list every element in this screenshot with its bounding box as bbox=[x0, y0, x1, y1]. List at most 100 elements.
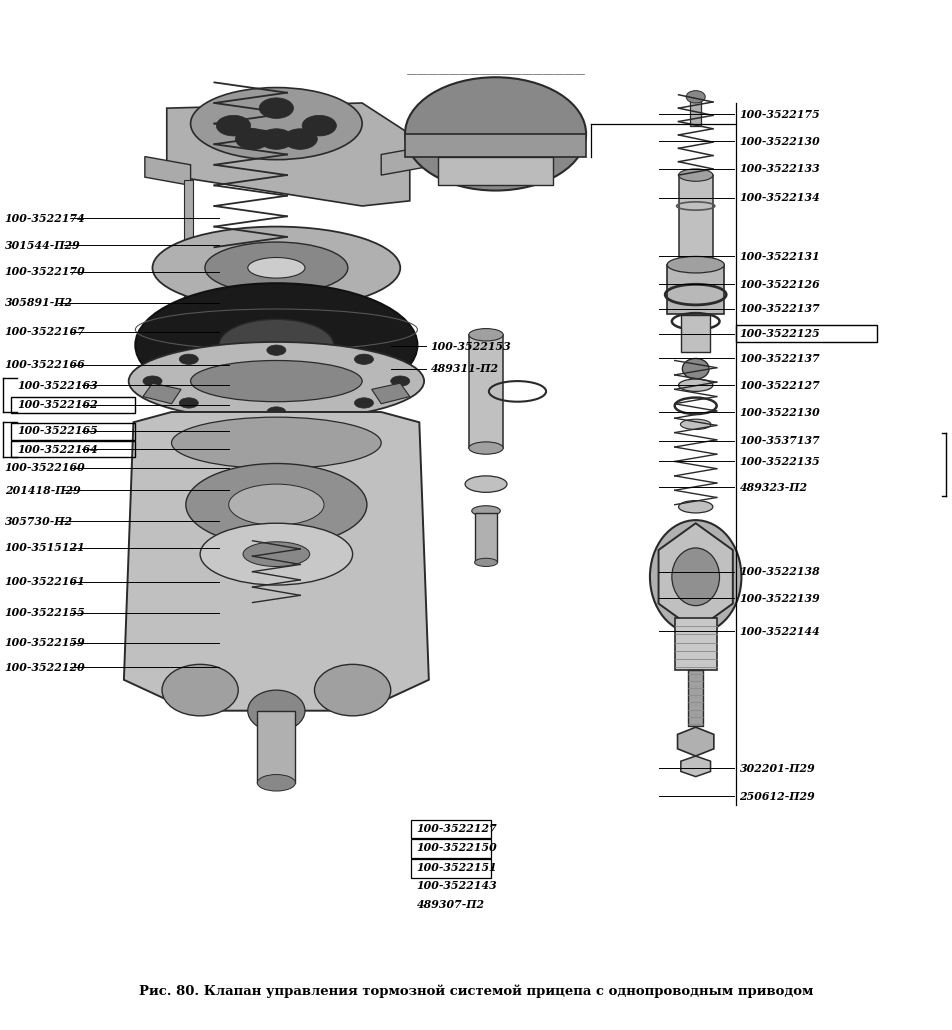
Ellipse shape bbox=[179, 398, 198, 408]
Bar bbox=[184, 180, 193, 263]
Ellipse shape bbox=[205, 242, 347, 294]
Polygon shape bbox=[658, 523, 732, 630]
Ellipse shape bbox=[314, 664, 390, 716]
Bar bbox=[735, 325, 876, 342]
Bar bbox=[689, 97, 701, 126]
Polygon shape bbox=[371, 383, 409, 404]
Ellipse shape bbox=[162, 664, 238, 716]
Ellipse shape bbox=[649, 520, 741, 633]
Ellipse shape bbox=[302, 115, 336, 136]
Ellipse shape bbox=[248, 690, 305, 731]
Bar bbox=[410, 839, 490, 858]
Ellipse shape bbox=[257, 775, 295, 791]
Text: 100-3537137: 100-3537137 bbox=[739, 436, 820, 446]
Ellipse shape bbox=[190, 88, 362, 160]
Ellipse shape bbox=[216, 115, 250, 136]
Text: 100-3515121: 100-3515121 bbox=[5, 543, 86, 553]
Text: Рис. 80. Клапан управления тормозной системой прицепа с однопроводным приводом: Рис. 80. Клапан управления тормозной сис… bbox=[139, 984, 813, 998]
Text: 305730-П2: 305730-П2 bbox=[5, 516, 72, 526]
Bar bbox=[666, 265, 724, 314]
Bar bbox=[410, 820, 490, 838]
Ellipse shape bbox=[474, 558, 497, 566]
Ellipse shape bbox=[680, 419, 710, 430]
Text: 100-3522138: 100-3522138 bbox=[739, 566, 820, 577]
Bar bbox=[468, 335, 503, 448]
Bar bbox=[11, 441, 135, 457]
Bar bbox=[474, 513, 497, 562]
Polygon shape bbox=[438, 157, 552, 185]
Text: 100-3522151: 100-3522151 bbox=[416, 862, 497, 872]
Text: 100-3522161: 100-3522161 bbox=[5, 577, 86, 587]
Ellipse shape bbox=[259, 129, 293, 149]
Text: 100-3522127: 100-3522127 bbox=[739, 380, 820, 390]
Ellipse shape bbox=[200, 523, 352, 585]
Ellipse shape bbox=[259, 98, 293, 118]
Text: 100-3522150: 100-3522150 bbox=[416, 843, 497, 853]
Ellipse shape bbox=[354, 398, 373, 408]
Ellipse shape bbox=[129, 342, 424, 420]
Text: 302201-П29: 302201-П29 bbox=[739, 763, 814, 774]
Text: 489311-П2: 489311-П2 bbox=[430, 364, 498, 374]
Text: 100-3522125: 100-3522125 bbox=[739, 329, 820, 339]
Text: 100-3522137: 100-3522137 bbox=[739, 353, 820, 364]
Ellipse shape bbox=[678, 501, 712, 513]
Bar bbox=[674, 618, 716, 670]
Text: 100-3522159: 100-3522159 bbox=[5, 638, 86, 648]
Text: 100-3522163: 100-3522163 bbox=[17, 380, 98, 390]
Ellipse shape bbox=[390, 376, 409, 386]
Text: 100-3522139: 100-3522139 bbox=[739, 593, 820, 604]
Polygon shape bbox=[405, 134, 585, 157]
Ellipse shape bbox=[682, 358, 708, 379]
Polygon shape bbox=[167, 103, 409, 206]
Text: 100-3522155: 100-3522155 bbox=[5, 608, 86, 618]
Ellipse shape bbox=[135, 283, 417, 407]
Ellipse shape bbox=[152, 227, 400, 309]
Text: 100-3522120: 100-3522120 bbox=[5, 662, 86, 673]
Ellipse shape bbox=[678, 379, 712, 391]
Text: 250612-П29: 250612-П29 bbox=[739, 791, 814, 801]
Text: 100-3522162: 100-3522162 bbox=[17, 400, 98, 410]
Ellipse shape bbox=[354, 354, 373, 365]
Ellipse shape bbox=[186, 464, 367, 546]
Ellipse shape bbox=[468, 329, 503, 341]
Text: 100-3522135: 100-3522135 bbox=[739, 456, 820, 467]
Text: 100-3522170: 100-3522170 bbox=[5, 267, 86, 277]
Ellipse shape bbox=[143, 376, 162, 386]
Polygon shape bbox=[680, 756, 710, 777]
Ellipse shape bbox=[678, 169, 712, 181]
Ellipse shape bbox=[171, 417, 381, 469]
Bar bbox=[11, 397, 135, 413]
Ellipse shape bbox=[228, 484, 324, 525]
Ellipse shape bbox=[267, 407, 286, 417]
Text: 100-3522153: 100-3522153 bbox=[430, 341, 511, 351]
Bar bbox=[678, 175, 712, 263]
Ellipse shape bbox=[235, 129, 269, 149]
Ellipse shape bbox=[283, 129, 317, 149]
Ellipse shape bbox=[465, 476, 506, 492]
Ellipse shape bbox=[219, 319, 333, 371]
Bar bbox=[687, 670, 703, 726]
Bar bbox=[257, 711, 295, 783]
Ellipse shape bbox=[179, 258, 198, 268]
Bar bbox=[11, 423, 135, 440]
Text: 100-3522130: 100-3522130 bbox=[739, 407, 820, 417]
Text: 100-3522160: 100-3522160 bbox=[5, 462, 86, 473]
Polygon shape bbox=[145, 157, 190, 185]
Text: 100-3522144: 100-3522144 bbox=[739, 626, 820, 637]
Polygon shape bbox=[677, 727, 713, 756]
Text: 100-3522143: 100-3522143 bbox=[416, 881, 497, 891]
Text: 100-3522175: 100-3522175 bbox=[739, 109, 820, 119]
Text: 100-3522130: 100-3522130 bbox=[739, 136, 820, 146]
Text: 100-3522165: 100-3522165 bbox=[17, 425, 98, 436]
Ellipse shape bbox=[685, 91, 704, 103]
Ellipse shape bbox=[179, 354, 198, 365]
Text: 100-3522137: 100-3522137 bbox=[739, 304, 820, 314]
Text: 100-3522166: 100-3522166 bbox=[5, 359, 86, 370]
Ellipse shape bbox=[471, 506, 500, 516]
Ellipse shape bbox=[190, 360, 362, 402]
Text: 100-3522134: 100-3522134 bbox=[739, 193, 820, 203]
Bar bbox=[410, 859, 490, 878]
Polygon shape bbox=[124, 412, 428, 711]
Text: 201418-П29: 201418-П29 bbox=[5, 485, 80, 495]
Text: 100-3522126: 100-3522126 bbox=[739, 279, 820, 289]
